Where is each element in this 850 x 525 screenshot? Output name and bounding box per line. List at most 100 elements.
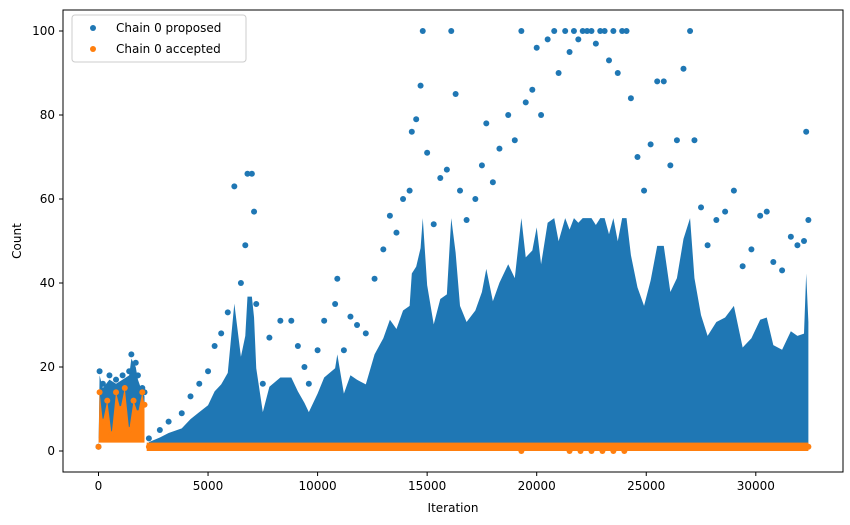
- legend: Chain 0 proposed Chain 0 accepted: [71, 14, 247, 63]
- proposed-point: [667, 162, 674, 169]
- proposed-point: [654, 78, 661, 85]
- proposed-point: [362, 330, 369, 337]
- proposed-point: [770, 259, 777, 265]
- proposed-point: [244, 170, 251, 177]
- proposed-point: [592, 40, 599, 47]
- proposed-point: [641, 187, 648, 194]
- proposed-point: [575, 36, 582, 43]
- proposed-point: [647, 141, 654, 148]
- accepted-point: [205, 443, 212, 450]
- x-tick-label: 0: [95, 479, 103, 493]
- accepted-point: [424, 443, 431, 450]
- proposed-point: [237, 280, 244, 286]
- proposed-point: [794, 242, 801, 249]
- proposed-point: [698, 204, 705, 211]
- proposed-point: [748, 246, 755, 253]
- y-tick-label: 20: [40, 360, 55, 374]
- proposed-point: [704, 242, 711, 249]
- plot-area: [95, 28, 812, 454]
- proposed-point: [579, 28, 586, 34]
- proposed-point: [739, 263, 746, 270]
- accepted-point: [610, 448, 617, 454]
- proposed-point: [805, 217, 812, 223]
- y-tick-label: 0: [47, 444, 55, 458]
- x-axis-title: Iteration: [428, 501, 479, 515]
- proposed-point: [443, 166, 450, 173]
- proposed-point: [730, 187, 737, 194]
- proposed-point: [787, 233, 794, 240]
- proposed-density-area: [148, 218, 809, 447]
- proposed-point: [196, 380, 203, 387]
- accepted-point: [134, 410, 141, 417]
- proposed-point: [713, 217, 720, 223]
- y-tick-label: 100: [32, 24, 55, 38]
- x-tick-label: 10000: [299, 479, 337, 493]
- proposed-point: [354, 322, 361, 328]
- proposed-point: [340, 347, 347, 354]
- proposed-point: [96, 368, 103, 375]
- accepted-point: [95, 443, 102, 450]
- y-tick-label: 40: [40, 276, 55, 290]
- proposed-point: [145, 435, 152, 442]
- proposed-point: [253, 301, 260, 307]
- proposed-point: [242, 242, 249, 249]
- proposed-point: [518, 28, 525, 34]
- proposed-point: [619, 28, 626, 34]
- accepted-point: [96, 389, 103, 396]
- proposed-point: [489, 179, 496, 186]
- accepted-point: [139, 389, 146, 396]
- proposed-point: [801, 238, 807, 244]
- proposed-point: [419, 28, 426, 34]
- proposed-point: [687, 28, 694, 34]
- y-tick-label: 80: [40, 108, 55, 122]
- density-bands: [98, 218, 809, 451]
- legend-label-proposed: Chain 0 proposed: [116, 21, 221, 35]
- accepted-point: [643, 443, 650, 450]
- proposed-point: [779, 267, 786, 274]
- proposed-point: [156, 427, 163, 433]
- proposed-point: [165, 418, 172, 425]
- proposed-point: [126, 368, 133, 375]
- x-tick-label: 30000: [737, 479, 775, 493]
- proposed-point: [601, 28, 608, 34]
- axes-frame: [62, 9, 844, 473]
- accepted-point: [805, 443, 812, 450]
- proposed-point: [332, 301, 339, 307]
- proposed-point: [334, 275, 341, 282]
- proposed-point: [386, 212, 393, 219]
- proposed-point: [544, 36, 551, 43]
- proposed-point: [187, 393, 194, 400]
- proposed-point: [627, 95, 634, 102]
- proposed-point: [205, 368, 212, 375]
- x-tick-label: 20000: [518, 479, 556, 493]
- proposed-point: [562, 28, 569, 34]
- proposed-point: [660, 78, 667, 85]
- accepted-point: [566, 448, 573, 454]
- accepted-point: [588, 448, 595, 454]
- accepted-baseline-band: [146, 442, 809, 451]
- proposed-point: [294, 343, 301, 349]
- legend-marker-accepted: [90, 46, 96, 52]
- proposed-point: [380, 246, 387, 253]
- proposed-point: [371, 275, 378, 282]
- proposed-point: [128, 351, 135, 358]
- accepted-point: [533, 443, 540, 450]
- accepted-point: [108, 431, 115, 438]
- proposed-point: [314, 347, 321, 354]
- proposed-point: [511, 137, 518, 144]
- proposed-point: [437, 175, 444, 181]
- proposed-point: [448, 28, 455, 34]
- proposed-point: [393, 229, 400, 236]
- proposed-point: [623, 28, 630, 34]
- accepted-point: [518, 448, 525, 454]
- x-tick-label: 15000: [408, 479, 446, 493]
- proposed-point: [321, 317, 328, 324]
- y-axis-ticks: 0 20 40 60 80 100: [32, 24, 63, 458]
- proposed-point: [119, 372, 126, 379]
- proposed-point: [555, 70, 562, 76]
- proposed-point: [413, 116, 420, 123]
- proposed-point: [178, 410, 185, 417]
- proposed-point: [584, 28, 591, 34]
- proposed-point: [106, 372, 113, 379]
